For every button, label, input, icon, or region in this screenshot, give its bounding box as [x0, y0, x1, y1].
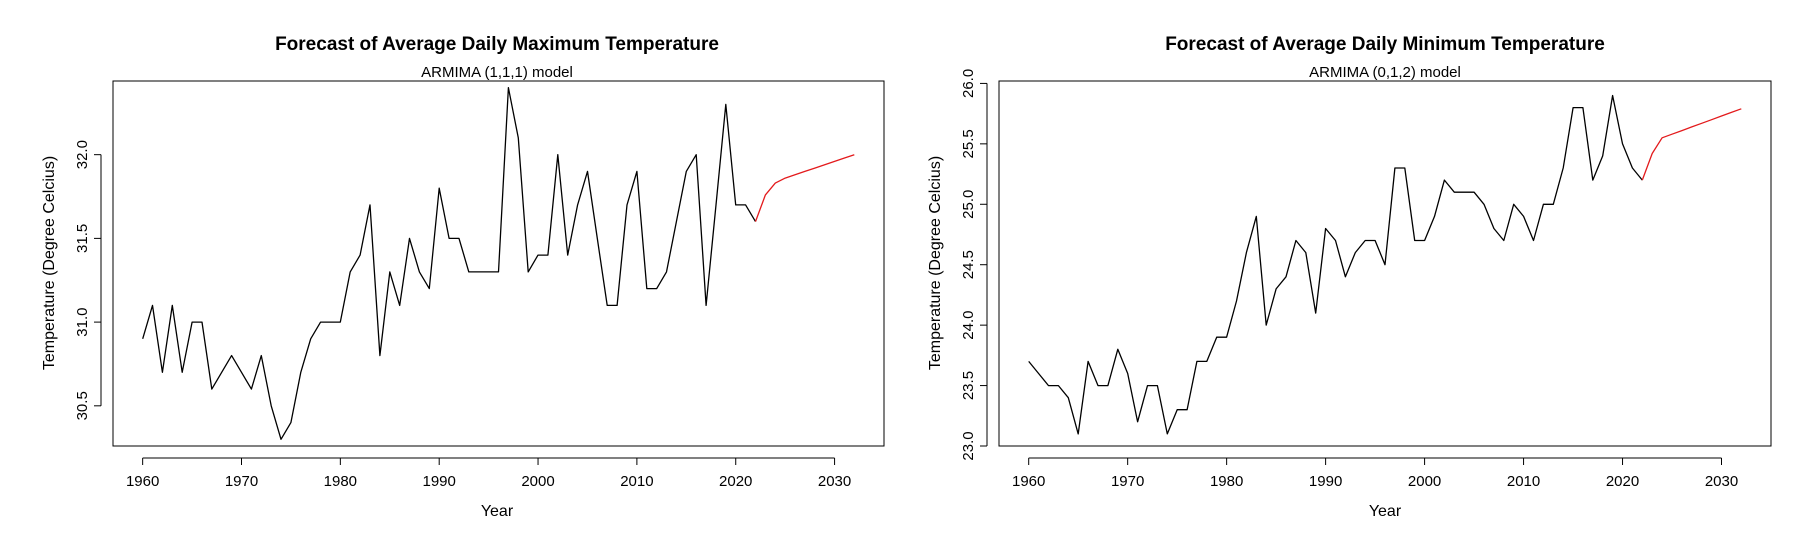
y-tick-label: 24.5	[960, 250, 977, 279]
plot-frame	[998, 80, 1772, 447]
x-tick-label: 1980	[324, 473, 357, 490]
observed-series-line	[142, 87, 757, 440]
chart-title: Forecast of Average Daily Minimum Temper…	[1165, 34, 1605, 55]
y-tick-label: 31.5	[74, 224, 91, 253]
x-tick-label: 2030	[818, 473, 851, 490]
y-tick-label: 25.5	[960, 129, 977, 158]
forecast-series-line	[1641, 108, 1742, 181]
x-tick-label: 1980	[1210, 473, 1243, 490]
chart-title: Forecast of Average Daily Maximum Temper…	[275, 34, 719, 55]
x-tick-label: 2020	[719, 473, 752, 490]
x-axis-label: Year	[1369, 503, 1402, 520]
x-tick-label: 1970	[225, 473, 258, 490]
x-tick-label: 1960	[126, 473, 159, 490]
x-tick-label: 2010	[1507, 473, 1540, 490]
max-temperature-panel: Forecast of Average Daily Maximum Temper…	[41, 34, 885, 520]
plot-frame	[112, 80, 885, 447]
observed-series-line	[1028, 94, 1643, 435]
y-tick-label: 30.5	[74, 391, 91, 420]
y-axis-label: Temperature (Degree Celcius)	[927, 156, 944, 370]
y-tick-label: 32.0	[74, 140, 91, 169]
chart-subtitle: ARMIMA (1,1,1) model	[421, 64, 573, 81]
forecast-series-line	[754, 154, 855, 222]
x-tick-label: 2010	[620, 473, 653, 490]
x-axis-label: Year	[481, 503, 514, 520]
min-temperature-panel: Forecast of Average Daily Minimum Temper…	[927, 34, 1772, 520]
chart-subtitle: ARMIMA (0,1,2) model	[1309, 64, 1461, 81]
x-tick-label: 2000	[521, 473, 554, 490]
x-tick-label: 2000	[1408, 473, 1441, 490]
x-tick-label: 1960	[1012, 473, 1045, 490]
y-tick-label: 25.0	[960, 190, 977, 219]
y-axis-label: Temperature (Degree Celcius)	[41, 156, 58, 370]
y-tick-label: 24.0	[960, 311, 977, 340]
x-tick-label: 2020	[1606, 473, 1639, 490]
x-tick-label: 1990	[1309, 473, 1342, 490]
y-tick-label: 31.0	[74, 307, 91, 336]
x-tick-label: 1990	[423, 473, 456, 490]
x-tick-label: 2030	[1705, 473, 1738, 490]
y-tick-label: 26.0	[960, 69, 977, 98]
y-tick-label: 23.5	[960, 371, 977, 400]
x-tick-label: 1970	[1111, 473, 1144, 490]
y-tick-label: 23.0	[960, 431, 977, 460]
